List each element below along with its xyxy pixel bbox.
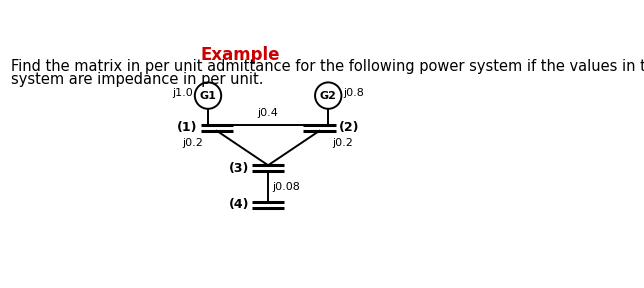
Text: G2: G2: [320, 91, 337, 101]
Text: j0.4: j0.4: [258, 108, 279, 118]
Text: G1: G1: [200, 91, 216, 101]
Text: j0.08: j0.08: [272, 182, 300, 192]
Text: system are impedance in per unit.: system are impedance in per unit.: [12, 72, 264, 87]
Text: j0.2: j0.2: [333, 138, 354, 148]
Text: (1): (1): [177, 121, 198, 134]
Text: j0.8: j0.8: [344, 88, 365, 98]
Text: Example: Example: [200, 46, 280, 64]
Text: j1.0: j1.0: [172, 88, 193, 98]
Text: (4): (4): [229, 198, 249, 211]
Text: (2): (2): [339, 121, 359, 134]
Text: (3): (3): [229, 162, 249, 175]
Text: j0.2: j0.2: [183, 138, 204, 148]
Text: Find the matrix in per unit admittance for the following power system if the val: Find the matrix in per unit admittance f…: [12, 59, 644, 74]
